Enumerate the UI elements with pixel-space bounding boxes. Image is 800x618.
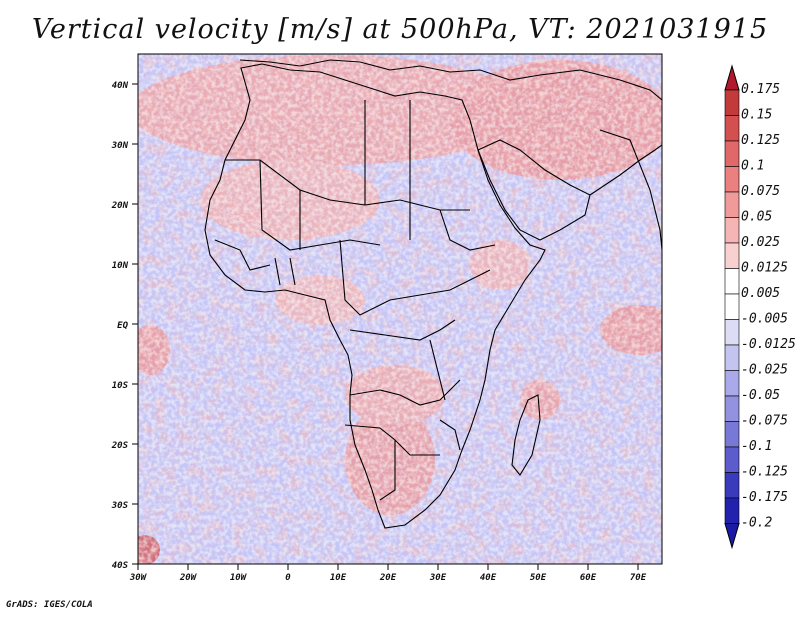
lon-label: 70E: [630, 573, 647, 583]
colorbar-top-arrow: [724, 64, 740, 91]
lon-label: 30W: [129, 573, 148, 583]
colorbar-level-label: 0.05: [741, 210, 772, 225]
colorbar-level-label: -0.025: [741, 363, 788, 378]
lon-label: 60E: [580, 573, 597, 583]
colorbar-swatch: [724, 140, 740, 167]
colorbar-swatch: [724, 242, 740, 269]
lon-label: 50E: [530, 573, 547, 583]
vertical-velocity-field: [138, 54, 662, 564]
colorbar-swatch: [724, 166, 740, 193]
lon-label: 10E: [330, 573, 347, 583]
colorbar-level-label: 0.15: [741, 108, 772, 123]
colorbar-level-label: -0.2: [741, 516, 772, 531]
colorbar-swatch: [724, 115, 740, 142]
lat-label: EQ: [117, 321, 128, 331]
colorbar-level-label: 0.125: [741, 133, 780, 148]
colorbar-swatch: [724, 89, 740, 116]
map-title: Vertical velocity [m/s] at 500hPa, VT: 2…: [31, 14, 769, 45]
latitude-axis: 40N 30N 20N 10N EQ 10S 20S 30S 40S: [111, 81, 138, 571]
colorbar-swatch: [724, 217, 740, 244]
colorbar-swatch: [724, 268, 740, 295]
colorbar-swatch: [724, 446, 740, 473]
colorbar-level-label: -0.1: [741, 439, 772, 454]
colorbar-level-label: 0.1: [741, 159, 764, 174]
colorbar-swatch: [724, 421, 740, 448]
colorbar-level-label: 0.175: [741, 82, 780, 97]
colorbar-level-label: 0.025: [741, 235, 780, 250]
colorbar-swatch: [724, 344, 740, 371]
map-frame: [137, 53, 663, 565]
coastlines: [204, 59, 662, 529]
longitude-axis: 30W 20W 10W 0 10E 20E 30E 40E 50E 60E 70…: [129, 564, 647, 583]
lat-label: 20S: [111, 441, 129, 451]
colorbar-level-label: -0.0125: [741, 337, 796, 352]
lat-label: 10N: [112, 261, 129, 271]
lat-label: 20N: [111, 201, 129, 211]
lat-label: 30S: [111, 501, 129, 511]
colorbar-level-label: -0.005: [741, 312, 788, 327]
colorbar-level-label: 0.075: [741, 184, 780, 199]
lon-label: 20W: [179, 573, 198, 583]
colorbar-level-label: -0.175: [741, 490, 788, 505]
lon-label: 30E: [429, 573, 447, 583]
colorbar-level-label: 0.0125: [741, 261, 788, 276]
colorbar-swatch: [724, 395, 740, 422]
lon-label: 10W: [230, 573, 248, 583]
colorbar-level-label: -0.125: [741, 465, 788, 480]
grads-credit: GrADS: IGES/COLA: [6, 600, 93, 610]
colorbar-level-label: 0.005: [741, 286, 780, 301]
lon-label: 20E: [379, 573, 397, 583]
colorbar: 0.175 0.15 0.125 0.1 0.075 0.05 0.025 0.0125 0.0…: [724, 64, 796, 550]
colorbar-swatch: [724, 319, 740, 346]
lon-label: 0: [285, 573, 291, 583]
colorbar-level-label: -0.05: [741, 388, 780, 403]
colorbar-bottom-arrow: [724, 523, 740, 550]
colorbar-swatch: [724, 497, 740, 524]
colorbar-level-label: -0.075: [741, 414, 788, 429]
colorbar-swatch: [724, 191, 740, 218]
colorbar-swatch: [724, 370, 740, 397]
lat-label: 30N: [111, 141, 129, 151]
colorbar-swatch: [724, 293, 740, 320]
colorbar-swatch: [724, 472, 740, 499]
lat-label: 10S: [112, 381, 129, 391]
lon-label: 40E: [480, 573, 497, 583]
lat-label: 40N: [112, 81, 129, 91]
lat-label: 40S: [112, 561, 129, 571]
